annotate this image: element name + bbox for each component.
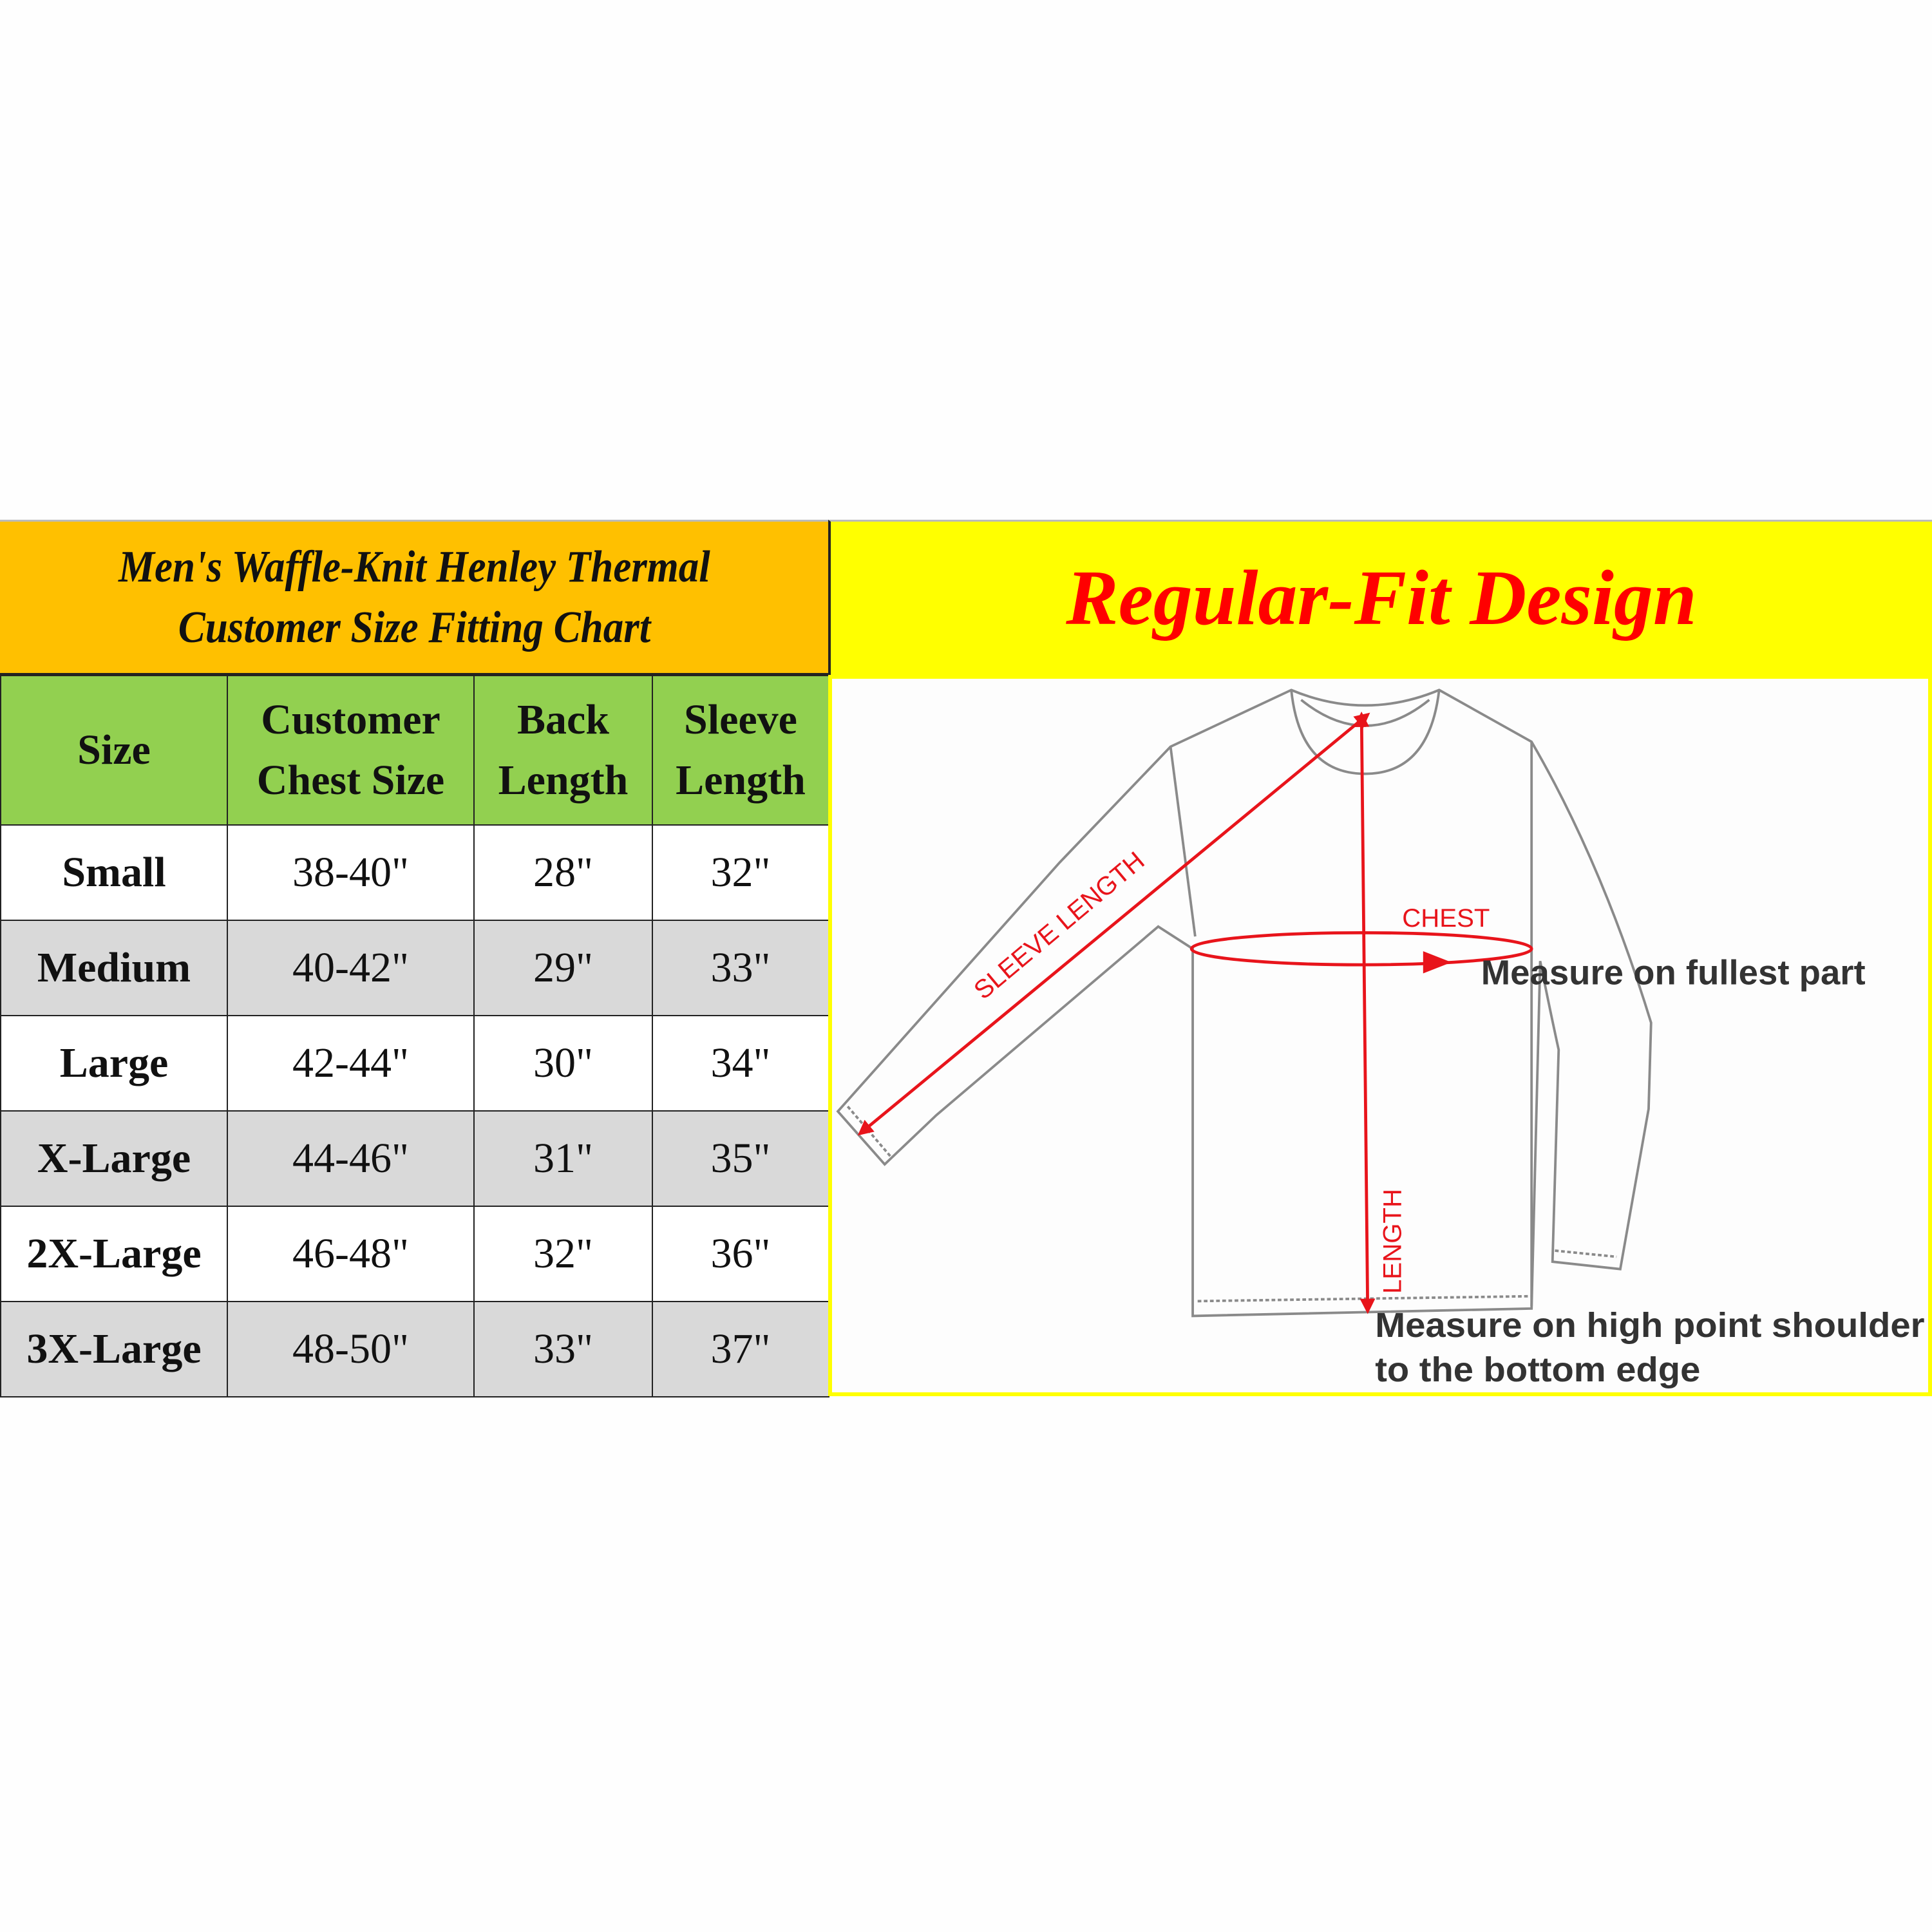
table-row: Large 42-44" 30" 34" bbox=[0, 1015, 829, 1112]
size-cell: Small bbox=[0, 824, 228, 921]
sleeve-length-cell: 34" bbox=[652, 1015, 829, 1112]
chart-title-line2: Customer Size Fitting Chart bbox=[178, 602, 650, 652]
chest-size-cell: 44-46" bbox=[227, 1110, 475, 1207]
size-cell: Medium bbox=[0, 920, 228, 1016]
table-row: 3X-Large 48-50" 33" 37" bbox=[0, 1301, 829, 1397]
shirt-outline bbox=[836, 688, 1653, 1318]
chest-size-cell: 42-44" bbox=[227, 1015, 475, 1112]
back-length-cell: 33" bbox=[473, 1301, 653, 1397]
sleeve-length-cell: 35" bbox=[652, 1110, 829, 1207]
back-length-cell: 30" bbox=[473, 1015, 653, 1112]
column-header-chest: Customer Chest Size bbox=[227, 675, 475, 826]
table-row: Medium 40-42" 29" 33" bbox=[0, 920, 829, 1016]
table-row: Small 38-40" 28" 32" bbox=[0, 824, 829, 921]
sleeve-length-cell: 33" bbox=[652, 920, 829, 1016]
length-note-line2: to the bottom edge bbox=[1375, 1351, 1700, 1389]
size-table: Size Customer Chest Size Back Length Sleev… bbox=[0, 675, 829, 1397]
sleeve-length-cell: 36" bbox=[652, 1206, 829, 1302]
chart-title-cell: Men's Waffle-Knit Henley Thermal Custome… bbox=[0, 520, 828, 675]
table-row: 2X-Large 46-48" 32" 36" bbox=[0, 1206, 829, 1302]
table-header-row: Size Customer Chest Size Back Length Sleev… bbox=[0, 675, 829, 826]
sleeve-length-label: SLEEVE LENGTH bbox=[969, 846, 1150, 1005]
chest-label: CHEST bbox=[1402, 904, 1490, 933]
size-cell: X-Large bbox=[0, 1110, 228, 1207]
fit-title-cell: Regular-Fit Design bbox=[828, 520, 1932, 675]
length-note-line1: Measure on high point shoulder bbox=[1375, 1307, 1924, 1345]
chest-size-cell: 38-40" bbox=[227, 824, 475, 921]
column-header-sleeve-length: Sleeve Length bbox=[652, 675, 829, 826]
fit-title: Regular-Fit Design bbox=[1066, 554, 1697, 641]
size-cell: Large bbox=[0, 1015, 228, 1112]
table-row: X-Large 44-46" 31" 35" bbox=[0, 1110, 829, 1207]
back-length-cell: 32" bbox=[473, 1206, 653, 1302]
size-cell: 3X-Large bbox=[0, 1301, 228, 1397]
measurement-arrows bbox=[857, 711, 1533, 1314]
back-length-cell: 28" bbox=[473, 824, 653, 921]
chest-size-cell: 40-42" bbox=[227, 920, 475, 1016]
size-cell: 2X-Large bbox=[0, 1206, 228, 1302]
chest-size-cell: 48-50" bbox=[227, 1301, 475, 1397]
length-arrow bbox=[1354, 711, 1376, 1314]
chest-size-cell: 46-48" bbox=[227, 1206, 475, 1302]
sleeve-length-cell: 32" bbox=[652, 824, 829, 921]
chart-title-line1: Men's Waffle-Knit Henley Thermal bbox=[118, 542, 710, 592]
chest-arrow-head bbox=[1423, 951, 1452, 974]
sleeve-length-cell: 37" bbox=[652, 1301, 829, 1397]
chest-ellipse bbox=[1189, 931, 1533, 967]
length-label: LENGTH bbox=[1378, 1189, 1406, 1294]
back-length-cell: 29" bbox=[473, 920, 653, 1016]
sleeve-length-arrow bbox=[857, 712, 1370, 1136]
chest-note: Measure on fullest part bbox=[1481, 954, 1866, 992]
column-header-size: Size bbox=[0, 675, 228, 826]
back-length-cell: 31" bbox=[473, 1110, 653, 1207]
column-header-back-length: Back Length bbox=[473, 675, 653, 826]
